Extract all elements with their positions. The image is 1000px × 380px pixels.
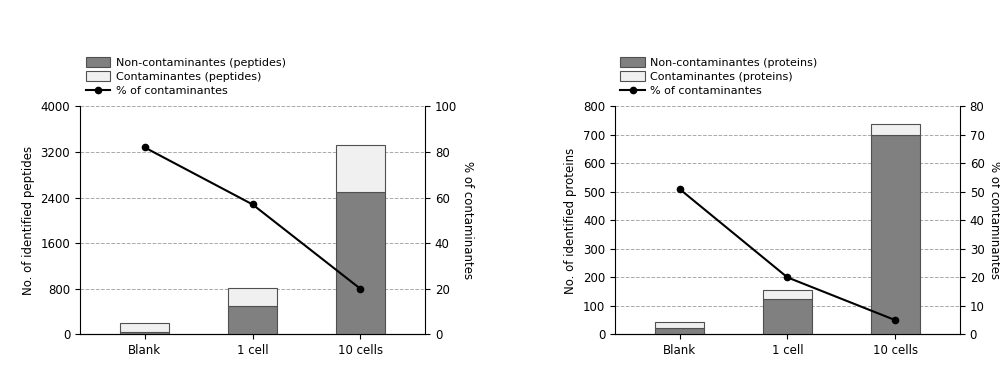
Y-axis label: % of contaminantes: % of contaminantes bbox=[988, 162, 1000, 279]
Bar bbox=[228, 288, 277, 306]
Y-axis label: No. of identified proteins: No. of identified proteins bbox=[564, 147, 577, 293]
Legend: Non-contaminantes (peptides), Contaminantes (peptides), % of contaminantes: Non-contaminantes (peptides), Contaminan… bbox=[86, 57, 286, 96]
Bar bbox=[336, 192, 385, 334]
Y-axis label: % of contaminantes: % of contaminantes bbox=[461, 162, 474, 279]
Bar bbox=[763, 299, 812, 334]
Y-axis label: No. of identified peptides: No. of identified peptides bbox=[22, 146, 35, 295]
Bar bbox=[871, 124, 920, 135]
Bar bbox=[120, 323, 169, 331]
Bar bbox=[228, 306, 277, 334]
Bar bbox=[655, 328, 704, 334]
Bar bbox=[655, 322, 704, 328]
Bar bbox=[871, 135, 920, 334]
Bar bbox=[763, 290, 812, 299]
Bar bbox=[120, 331, 169, 334]
Legend: Non-contaminantes (proteins), Contaminantes (proteins), % of contaminantes: Non-contaminantes (proteins), Contaminan… bbox=[620, 57, 818, 96]
Bar bbox=[336, 145, 385, 192]
